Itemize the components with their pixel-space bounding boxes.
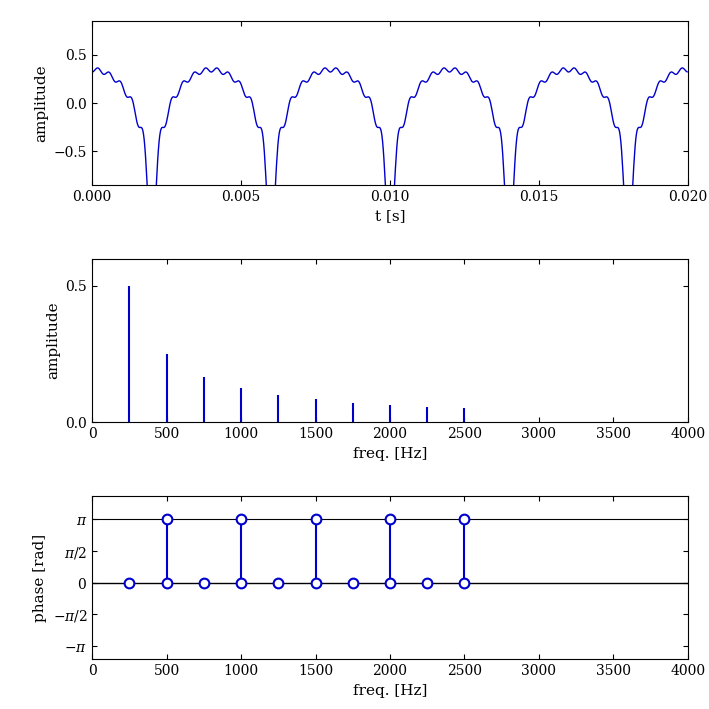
X-axis label: freq. [Hz]: freq. [Hz] <box>353 683 427 698</box>
Y-axis label: amplitude: amplitude <box>34 65 48 142</box>
X-axis label: freq. [Hz]: freq. [Hz] <box>353 447 427 461</box>
Y-axis label: phase [rad]: phase [rad] <box>33 533 47 622</box>
X-axis label: t [s]: t [s] <box>374 209 406 223</box>
Y-axis label: amplitude: amplitude <box>46 301 60 379</box>
